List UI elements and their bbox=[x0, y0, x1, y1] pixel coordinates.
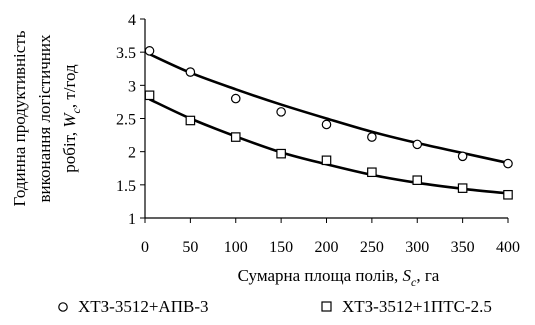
x-tick-label: 150 bbox=[269, 239, 293, 256]
y-tick-label: 3.5 bbox=[116, 45, 136, 62]
x-tick-label: 300 bbox=[405, 239, 429, 256]
y-axis-title-line-1: Годинна продуктивність bbox=[10, 30, 29, 206]
point-series-2 bbox=[367, 167, 377, 178]
point-series-2 bbox=[457, 183, 468, 193]
x-tick-label: 350 bbox=[451, 239, 475, 256]
legend-label-series-1: ХТЗ-3512+АПВ-3 bbox=[78, 297, 208, 316]
y-axis-title-line-2: виконання логістичних bbox=[35, 34, 54, 202]
x-axis-unit: , га bbox=[416, 266, 439, 285]
y-axis-title-text: робіт, bbox=[60, 128, 79, 173]
point-series-2 bbox=[144, 90, 155, 101]
point-series-1 bbox=[230, 93, 241, 104]
point-series-2 bbox=[321, 155, 332, 166]
ticks: 1 1.5 2 2.5 3 3.5 4 0 50 100 150 200 250 300 350 400 bbox=[116, 12, 520, 256]
x-tick-label: 100 bbox=[224, 239, 248, 256]
legend-marker-square bbox=[321, 301, 332, 312]
y-tick-label: 2.5 bbox=[116, 112, 136, 129]
y-axis-subscript: c bbox=[69, 108, 83, 114]
data-markers bbox=[144, 46, 513, 200]
y-tick-label: 3 bbox=[128, 78, 136, 95]
y-axis-title: Годинна продуктивність виконання логістич… bbox=[10, 30, 83, 206]
x-axis-label: Сумарна площа полів, bbox=[238, 266, 403, 285]
point-series-1 bbox=[276, 107, 286, 117]
point-series-1 bbox=[367, 132, 377, 142]
point-series-2 bbox=[503, 189, 513, 200]
y-axis-title-line-3: робіт, Wc, т/год bbox=[60, 64, 83, 173]
y-axis-title-group: Годинна продуктивність виконання логістич… bbox=[10, 30, 83, 206]
y-tick-label: 2 bbox=[128, 145, 136, 162]
point-series-2 bbox=[185, 115, 196, 126]
trend-line-series-1 bbox=[148, 52, 509, 165]
point-series-2 bbox=[276, 148, 286, 159]
point-series-1 bbox=[503, 158, 513, 169]
y-tick-label: 4 bbox=[128, 12, 136, 29]
legend-marker-circle bbox=[58, 302, 68, 312]
x-tick-label: 50 bbox=[182, 239, 198, 256]
point-series-1 bbox=[412, 139, 423, 150]
x-tick-label: 400 bbox=[496, 239, 520, 256]
point-series-1 bbox=[185, 67, 196, 77]
legend: ХТЗ-3512+АПВ-3 ХТЗ-3512+1ПТС-2.5 bbox=[58, 297, 492, 316]
legend-label-series-2: ХТЗ-3512+1ПТС-2.5 bbox=[342, 297, 492, 316]
point-series-2 bbox=[412, 175, 423, 185]
x-axis-subscript: c bbox=[411, 275, 417, 289]
trend-line-series-2 bbox=[148, 98, 509, 195]
x-tick-label: 200 bbox=[315, 239, 339, 256]
point-series-1 bbox=[144, 46, 155, 56]
y-axis-symbol: W bbox=[60, 112, 79, 128]
y-axis-unit: , т/год bbox=[60, 64, 79, 108]
x-axis-title-text: Сумарна площа полів, Sc, га bbox=[238, 266, 440, 289]
y-tick-label: 1.5 bbox=[116, 178, 136, 195]
x-axis-title: Сумарна площа полів, Sc, га bbox=[238, 266, 440, 289]
x-tick-label: 0 bbox=[141, 239, 149, 256]
point-series-1 bbox=[457, 151, 468, 162]
point-series-2 bbox=[230, 132, 241, 142]
y-tick-label: 1 bbox=[128, 211, 136, 228]
x-axis-symbol: S bbox=[403, 266, 412, 285]
point-series-1 bbox=[321, 119, 332, 130]
x-tick-label: 250 bbox=[360, 239, 384, 256]
